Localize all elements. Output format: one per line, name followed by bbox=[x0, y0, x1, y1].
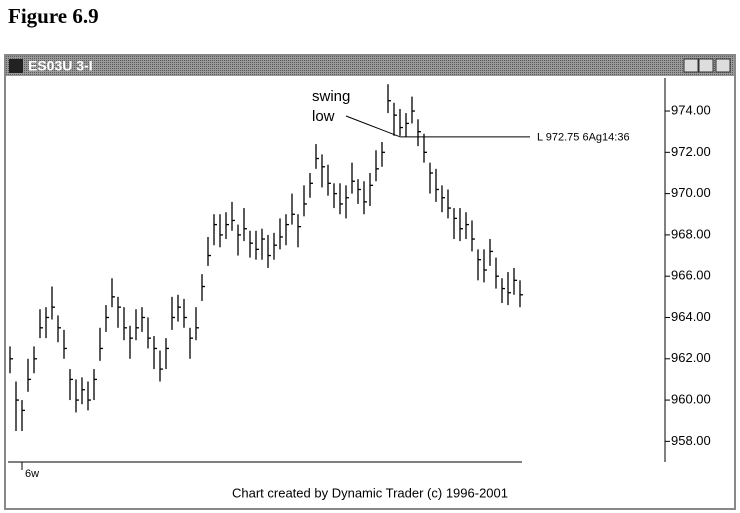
y-tick-label: 972.00 bbox=[671, 144, 711, 159]
close-button[interactable] bbox=[715, 58, 731, 73]
title-bar bbox=[6, 56, 734, 76]
minimize-button[interactable] bbox=[683, 58, 699, 73]
y-tick-label: 966.00 bbox=[671, 268, 711, 283]
window-icon bbox=[9, 59, 23, 73]
annotation: swing bbox=[312, 88, 350, 105]
window-title: ES03U 3-I bbox=[28, 58, 93, 74]
x-label: 6w bbox=[25, 468, 39, 480]
annotation-arrow bbox=[345, 115, 401, 138]
y-tick-label: 958.00 bbox=[671, 433, 711, 448]
window bbox=[4, 54, 736, 510]
footer: Chart created by Dynamic Trader (c) 1996… bbox=[232, 485, 508, 500]
y-tick-label: 974.00 bbox=[671, 102, 711, 117]
annotation: low bbox=[312, 108, 335, 125]
level-label: L 972.75 6Ag14:36 bbox=[537, 132, 630, 144]
y-tick-label: 960.00 bbox=[671, 392, 711, 407]
y-tick-label: 964.00 bbox=[671, 309, 711, 324]
y-tick-label: 968.00 bbox=[671, 226, 711, 241]
figure-title: Figure 6.9 bbox=[8, 4, 99, 28]
y-tick-label: 962.00 bbox=[671, 350, 711, 365]
y-tick-label: 970.00 bbox=[671, 185, 711, 200]
maximize-button[interactable] bbox=[698, 58, 714, 73]
